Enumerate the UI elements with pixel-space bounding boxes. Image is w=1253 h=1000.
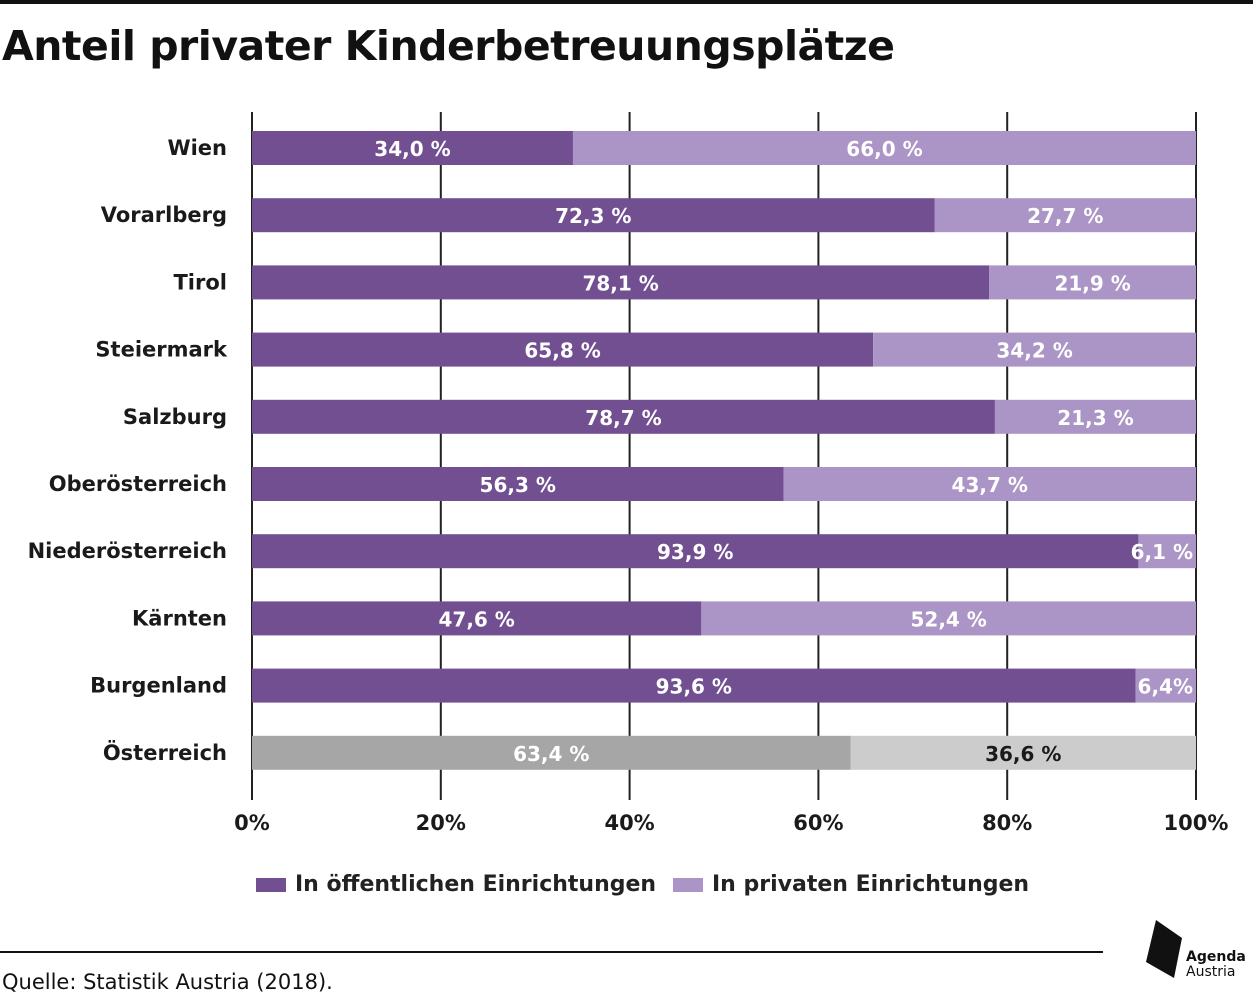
bar-private: [994, 399, 1196, 434]
logo-line-1: Agenda: [1186, 949, 1246, 965]
data-label-public: 93,6 %: [656, 675, 732, 699]
x-tick-label: 100%: [1164, 811, 1229, 835]
bar-private: [572, 131, 1196, 165]
bar-private: [850, 735, 1196, 770]
bar-public: [252, 332, 874, 367]
logo-line-2: Austria: [1186, 964, 1236, 980]
bar-private: [1135, 668, 1196, 703]
data-label-public: 56,3 %: [480, 473, 556, 497]
data-label-public: 78,7 %: [585, 406, 661, 430]
category-label: Steiermark: [95, 338, 228, 362]
x-tick-label: 80%: [982, 811, 1032, 835]
legend-label-private: In privaten Einrichtungen: [712, 872, 1030, 897]
bar-public: [252, 735, 851, 770]
data-label-private: 52,4 %: [910, 607, 986, 631]
data-label-private: 21,9 %: [1054, 271, 1130, 295]
agenda-austria-logo: Agenda Austria: [1142, 918, 1252, 988]
category-label: Österreich: [103, 740, 227, 765]
data-label-private: 34,2 %: [996, 339, 1072, 363]
bar-private: [934, 198, 1196, 233]
bottom-rule: [0, 951, 1103, 953]
bar-public: [252, 467, 784, 501]
legend-label-public: In öffentlichen Einrichtungen: [295, 872, 657, 897]
chart-title: Anteil privater Kinderbetreuungsplätze: [2, 22, 895, 70]
bar-private: [783, 467, 1196, 501]
legend: In öffentlichen Einrichtungen In private…: [0, 872, 1253, 906]
x-tick-label: 60%: [793, 811, 843, 835]
category-label: Niederösterreich: [28, 539, 227, 563]
bar-public: [252, 668, 1136, 703]
data-label-public: 34,0 %: [374, 137, 450, 161]
data-label-public: 47,6 %: [438, 607, 514, 631]
x-tick-label: 40%: [604, 811, 654, 835]
category-label: Vorarlberg: [101, 203, 227, 227]
data-label-private: 36,6 %: [985, 742, 1061, 766]
data-label-private: 21,3 %: [1057, 406, 1133, 430]
bar-private: [1138, 534, 1196, 569]
bar-public: [252, 265, 990, 300]
legend-item-private: In privaten Einrichtungen: [673, 872, 1029, 897]
bar-public: [252, 399, 995, 434]
bar-chart: Wien 34,0 % 66,0 % Vorarlberg 72,3 % 27,7 % Ti…: [28, 112, 1229, 835]
bar-private: [873, 332, 1196, 367]
bar-public: [252, 601, 702, 636]
data-label-public: 72,3 %: [555, 204, 631, 228]
source-note: Quelle: Statistik Austria (2018).: [2, 970, 333, 994]
legend-swatch-private: [673, 877, 703, 892]
data-label-public: 93,9 %: [657, 540, 733, 564]
bar-public: [252, 131, 573, 165]
category-label: Burgenland: [90, 674, 227, 698]
data-label-public: 63,4 %: [513, 742, 589, 766]
data-label-private: 6,1 %: [1131, 540, 1193, 564]
data-label-public: 65,8 %: [524, 339, 600, 363]
bar-public: [252, 534, 1139, 569]
bar-private: [701, 601, 1196, 636]
legend-item-public: In öffentlichen Einrichtungen: [256, 872, 656, 897]
data-label-private: 66,0 %: [846, 137, 922, 161]
data-label-private: 6,4%: [1138, 675, 1193, 699]
top-rule: [0, 0, 1253, 4]
legend-swatch-public: [256, 877, 286, 892]
category-label: Oberösterreich: [49, 472, 227, 496]
category-label: Kärnten: [132, 606, 227, 630]
x-tick-label: 20%: [416, 811, 466, 835]
category-label: Wien: [167, 136, 227, 160]
data-label-private: 43,7 %: [952, 473, 1028, 497]
data-label-private: 27,7 %: [1027, 204, 1103, 228]
bar-private: [989, 265, 1196, 300]
category-label: Tirol: [173, 270, 227, 294]
x-tick-label: 0%: [234, 811, 270, 835]
bar-public: [252, 198, 935, 233]
data-label-public: 78,1 %: [582, 271, 658, 295]
logo-text: Agenda Austria: [1186, 950, 1246, 980]
logo-mark-icon: [1146, 920, 1182, 978]
category-label: Salzburg: [123, 405, 227, 429]
